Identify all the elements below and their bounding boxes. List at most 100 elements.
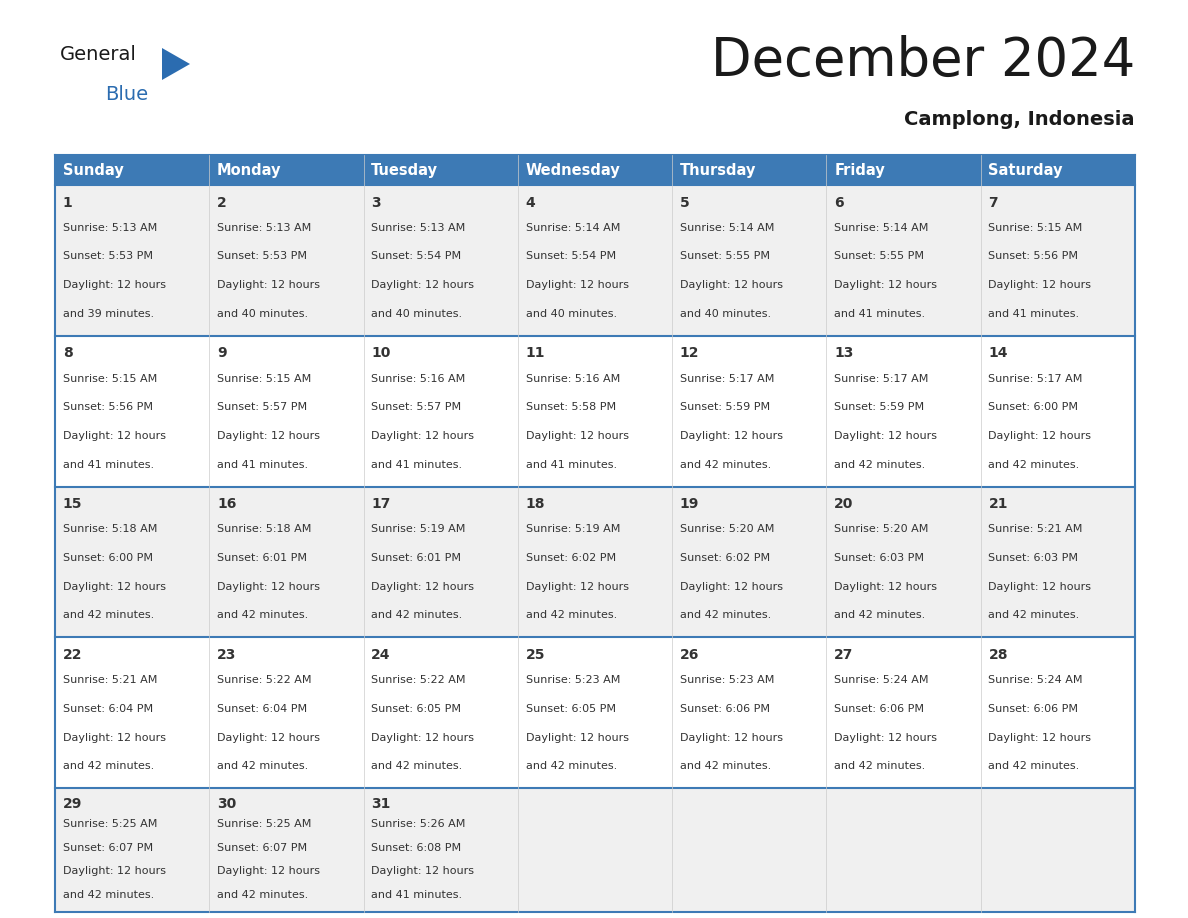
Text: 19: 19: [680, 498, 700, 511]
Bar: [672, 487, 827, 637]
Polygon shape: [162, 48, 190, 80]
Text: Sunset: 6:06 PM: Sunset: 6:06 PM: [680, 704, 770, 714]
Text: 20: 20: [834, 498, 853, 511]
Text: and 41 minutes.: and 41 minutes.: [525, 460, 617, 469]
Bar: [981, 637, 1135, 789]
Text: 16: 16: [217, 498, 236, 511]
Text: Daylight: 12 hours: Daylight: 12 hours: [680, 280, 783, 290]
Text: and 41 minutes.: and 41 minutes.: [372, 460, 462, 469]
Text: Daylight: 12 hours: Daylight: 12 hours: [834, 431, 937, 441]
Bar: [981, 155, 1135, 185]
Bar: [518, 637, 672, 789]
Text: Daylight: 12 hours: Daylight: 12 hours: [680, 431, 783, 441]
Text: Sunrise: 5:18 AM: Sunrise: 5:18 AM: [217, 524, 311, 534]
Text: Sunset: 6:00 PM: Sunset: 6:00 PM: [988, 402, 1079, 412]
Bar: [827, 487, 981, 637]
Text: 21: 21: [988, 498, 1007, 511]
Text: 15: 15: [63, 498, 82, 511]
Text: 3: 3: [372, 196, 381, 209]
Bar: [364, 487, 518, 637]
Text: 11: 11: [525, 346, 545, 361]
Bar: [55, 637, 209, 789]
Bar: [364, 155, 518, 185]
Bar: [209, 185, 364, 336]
Text: Sunrise: 5:20 AM: Sunrise: 5:20 AM: [680, 524, 775, 534]
Text: and 40 minutes.: and 40 minutes.: [525, 308, 617, 319]
Text: and 42 minutes.: and 42 minutes.: [680, 610, 771, 621]
Text: Sunrise: 5:21 AM: Sunrise: 5:21 AM: [988, 524, 1082, 534]
Bar: [55, 336, 209, 487]
Text: Sunrise: 5:14 AM: Sunrise: 5:14 AM: [834, 223, 929, 232]
Text: Sunrise: 5:16 AM: Sunrise: 5:16 AM: [372, 374, 466, 384]
Text: Sunrise: 5:14 AM: Sunrise: 5:14 AM: [680, 223, 775, 232]
Text: 2: 2: [217, 196, 227, 209]
Text: Sunset: 6:04 PM: Sunset: 6:04 PM: [217, 704, 308, 714]
Text: and 42 minutes.: and 42 minutes.: [217, 761, 308, 771]
Text: 10: 10: [372, 346, 391, 361]
Text: 17: 17: [372, 498, 391, 511]
Text: Sunset: 5:53 PM: Sunset: 5:53 PM: [63, 252, 153, 262]
Text: 30: 30: [217, 797, 236, 811]
Bar: [672, 637, 827, 789]
Text: Daylight: 12 hours: Daylight: 12 hours: [988, 582, 1092, 592]
Bar: [55, 185, 209, 336]
Text: Saturday: Saturday: [988, 162, 1063, 177]
Text: Sunset: 6:05 PM: Sunset: 6:05 PM: [525, 704, 615, 714]
Text: and 41 minutes.: and 41 minutes.: [217, 460, 308, 469]
Text: Sunset: 6:07 PM: Sunset: 6:07 PM: [217, 843, 308, 853]
Text: Sunset: 5:54 PM: Sunset: 5:54 PM: [525, 252, 615, 262]
Text: Daylight: 12 hours: Daylight: 12 hours: [63, 733, 165, 743]
Bar: [518, 155, 672, 185]
Text: 24: 24: [372, 648, 391, 662]
Text: and 40 minutes.: and 40 minutes.: [680, 308, 771, 319]
Text: 8: 8: [63, 346, 72, 361]
Text: and 41 minutes.: and 41 minutes.: [834, 308, 925, 319]
Text: 12: 12: [680, 346, 700, 361]
Text: 31: 31: [372, 797, 391, 811]
Text: Sunrise: 5:14 AM: Sunrise: 5:14 AM: [525, 223, 620, 232]
Text: and 42 minutes.: and 42 minutes.: [372, 610, 462, 621]
Bar: [827, 637, 981, 789]
Text: Sunrise: 5:20 AM: Sunrise: 5:20 AM: [834, 524, 929, 534]
Text: Daylight: 12 hours: Daylight: 12 hours: [525, 431, 628, 441]
Text: Sunset: 5:56 PM: Sunset: 5:56 PM: [63, 402, 153, 412]
Text: Monday: Monday: [217, 162, 282, 177]
Text: Daylight: 12 hours: Daylight: 12 hours: [525, 582, 628, 592]
Text: and 40 minutes.: and 40 minutes.: [217, 308, 308, 319]
Text: and 42 minutes.: and 42 minutes.: [525, 761, 617, 771]
Text: and 42 minutes.: and 42 minutes.: [680, 460, 771, 469]
Bar: [364, 789, 518, 912]
Text: Daylight: 12 hours: Daylight: 12 hours: [680, 733, 783, 743]
Text: and 42 minutes.: and 42 minutes.: [834, 761, 925, 771]
Text: and 40 minutes.: and 40 minutes.: [372, 308, 462, 319]
Text: and 42 minutes.: and 42 minutes.: [988, 460, 1080, 469]
Bar: [518, 487, 672, 637]
Text: Sunset: 6:02 PM: Sunset: 6:02 PM: [680, 553, 770, 563]
Bar: [827, 336, 981, 487]
Text: 5: 5: [680, 196, 689, 209]
Bar: [827, 185, 981, 336]
Bar: [209, 637, 364, 789]
Text: Daylight: 12 hours: Daylight: 12 hours: [372, 867, 474, 877]
Text: 25: 25: [525, 648, 545, 662]
Text: Sunset: 5:59 PM: Sunset: 5:59 PM: [834, 402, 924, 412]
Text: Daylight: 12 hours: Daylight: 12 hours: [217, 867, 320, 877]
Text: and 39 minutes.: and 39 minutes.: [63, 308, 153, 319]
Text: Sunday: Sunday: [63, 162, 124, 177]
Text: Sunrise: 5:19 AM: Sunrise: 5:19 AM: [372, 524, 466, 534]
Bar: [364, 185, 518, 336]
Text: Sunrise: 5:23 AM: Sunrise: 5:23 AM: [680, 676, 775, 685]
Text: and 42 minutes.: and 42 minutes.: [63, 890, 154, 900]
Text: 7: 7: [988, 196, 998, 209]
Bar: [209, 155, 364, 185]
Text: Daylight: 12 hours: Daylight: 12 hours: [525, 733, 628, 743]
Bar: [981, 185, 1135, 336]
Text: Sunrise: 5:23 AM: Sunrise: 5:23 AM: [525, 676, 620, 685]
Text: Daylight: 12 hours: Daylight: 12 hours: [834, 280, 937, 290]
Bar: [518, 789, 672, 912]
Text: Sunrise: 5:21 AM: Sunrise: 5:21 AM: [63, 676, 157, 685]
Text: Daylight: 12 hours: Daylight: 12 hours: [834, 733, 937, 743]
Text: Sunrise: 5:17 AM: Sunrise: 5:17 AM: [834, 374, 929, 384]
Text: and 42 minutes.: and 42 minutes.: [834, 610, 925, 621]
Text: 6: 6: [834, 196, 843, 209]
